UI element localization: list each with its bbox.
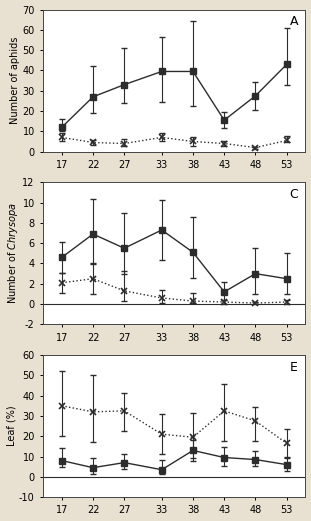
Y-axis label: Number of $\it{Chrysopa}$: Number of $\it{Chrysopa}$ bbox=[6, 202, 20, 304]
Text: C: C bbox=[290, 188, 299, 201]
Text: A: A bbox=[290, 15, 298, 28]
Y-axis label: Number of aphids: Number of aphids bbox=[10, 37, 20, 125]
Text: E: E bbox=[290, 361, 298, 374]
Y-axis label: Leaf (%): Leaf (%) bbox=[6, 406, 16, 446]
